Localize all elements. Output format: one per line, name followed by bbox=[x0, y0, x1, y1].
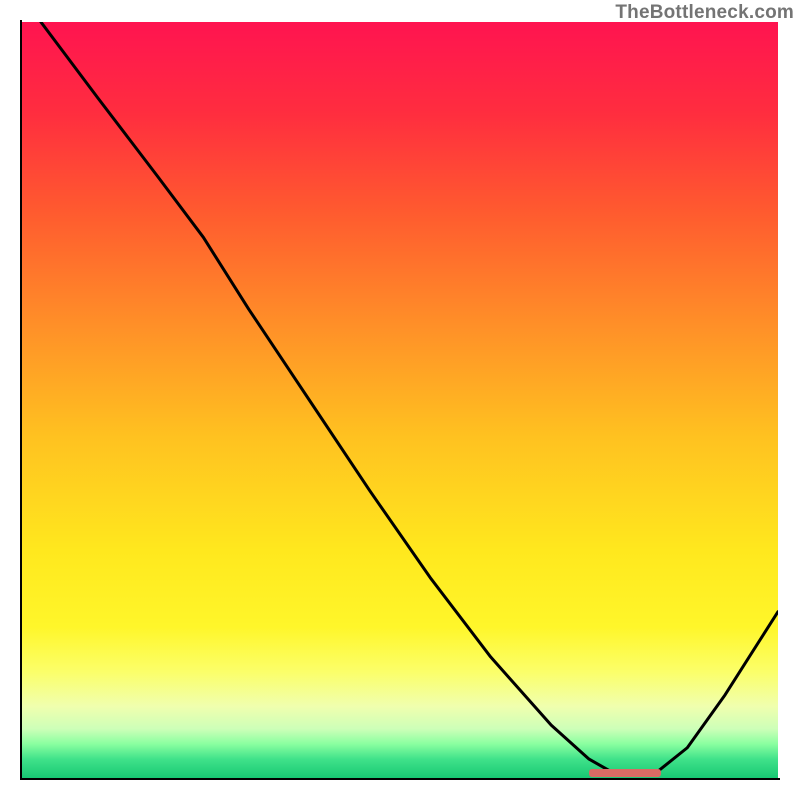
x-axis bbox=[20, 778, 780, 780]
plot-area bbox=[22, 22, 778, 778]
curve-line bbox=[22, 22, 778, 778]
watermark-text: TheBottleneck.com bbox=[615, 2, 794, 24]
y-axis bbox=[20, 20, 22, 780]
optimal-range-marker bbox=[589, 769, 661, 777]
chart-container: TheBottleneck.com bbox=[0, 0, 800, 800]
